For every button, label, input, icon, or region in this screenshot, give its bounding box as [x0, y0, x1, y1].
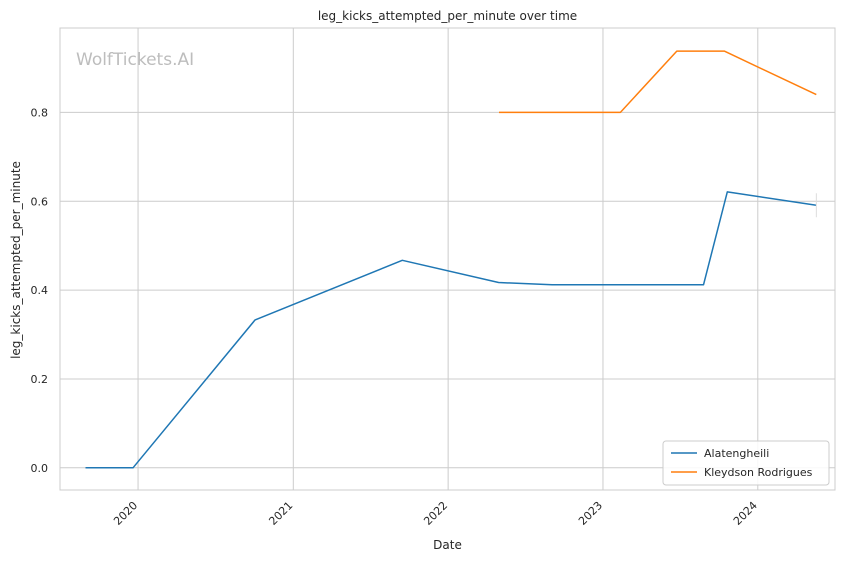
legend: Alatengheili Kleydson Rodrigues — [662, 440, 830, 486]
plot-frame — [59, 27, 836, 491]
series-line-kleydson-rodrigues — [499, 50, 817, 114]
watermark: WolfTickets.AI — [76, 50, 194, 70]
series-lines — [85, 50, 817, 469]
chart-title: leg_kicks_attempted_per_minute over time — [318, 9, 577, 23]
plot-area — [60, 28, 835, 490]
grid — [60, 28, 835, 490]
y-tick-label: 0.0 — [31, 462, 49, 475]
legend-box — [662, 440, 830, 486]
series-line-alatengheili — [85, 191, 817, 469]
y-axis-title: leg_kicks_attempted_per_minute — [9, 161, 23, 359]
y-tick-label: 0.6 — [31, 195, 49, 208]
legend-label-kleydson-rodrigues: Kleydson Rodrigues — [704, 466, 813, 479]
x-axis-title: Date — [433, 538, 462, 552]
y-tick-label: 0.8 — [31, 106, 49, 119]
legend-label-alatengheili: Alatengheili — [704, 447, 769, 460]
y-tick-label: 0.2 — [31, 373, 49, 386]
y-tick-label: 0.4 — [31, 284, 49, 297]
